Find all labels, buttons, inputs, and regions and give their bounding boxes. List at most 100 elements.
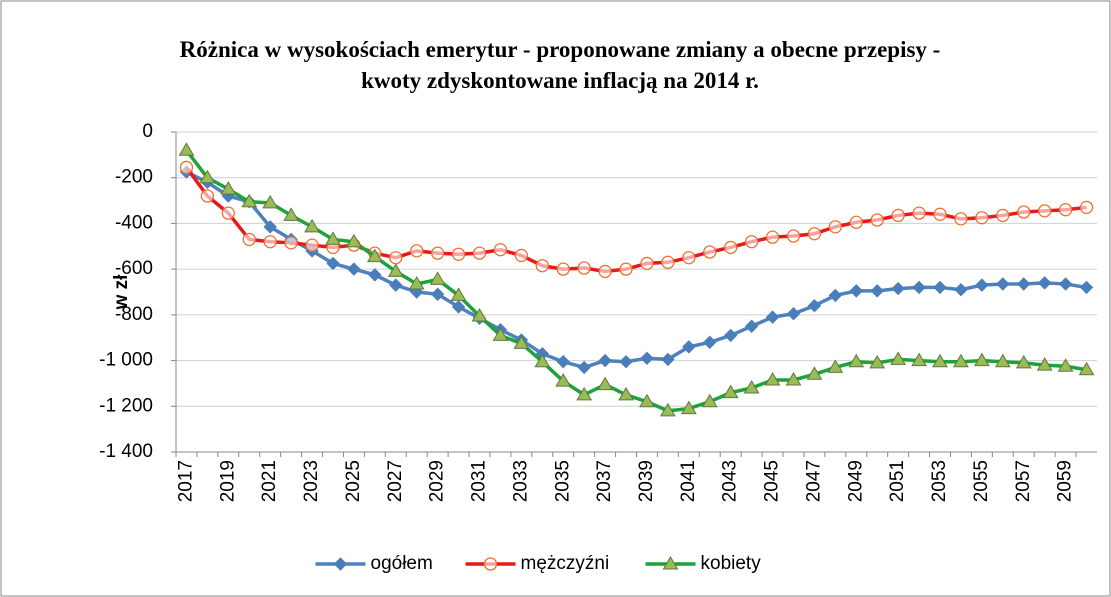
- point-marker: [178, 142, 195, 156]
- point-marker: [366, 248, 383, 263]
- point-marker: [912, 206, 926, 220]
- point-marker: [660, 402, 676, 417]
- point-marker: [890, 351, 907, 365]
- point-marker: [807, 227, 822, 241]
- point-marker: [326, 256, 340, 271]
- point-marker: [975, 278, 989, 292]
- legend-marker: [333, 557, 348, 571]
- legend-label: kobiety: [701, 553, 762, 574]
- point-marker: [492, 327, 509, 341]
- x-tick-label: 2027: [385, 460, 406, 502]
- point-marker: [618, 386, 634, 401]
- point-marker: [283, 207, 299, 221]
- point-marker: [994, 353, 1011, 368]
- x-tick-label: 2025: [343, 460, 364, 502]
- x-tick-label: 2035: [552, 460, 573, 502]
- point-marker: [1017, 205, 1031, 219]
- point-marker: [325, 231, 341, 245]
- point-marker: [639, 393, 655, 408]
- point-marker: [723, 328, 738, 343]
- point-marker: [640, 256, 654, 271]
- point-marker: [1036, 357, 1053, 371]
- x-tick-label: 2021: [259, 460, 280, 502]
- point-marker: [975, 211, 989, 225]
- point-marker: [827, 359, 844, 373]
- point-marker: [849, 284, 863, 298]
- point-marker: [869, 354, 886, 369]
- point-marker: [806, 366, 823, 380]
- y-tick-label: -1 000: [99, 350, 153, 371]
- point-marker: [680, 400, 697, 415]
- point-marker: [598, 353, 612, 368]
- point-marker: [346, 233, 362, 248]
- x-tick-label: 2019: [217, 460, 238, 502]
- point-marker: [785, 372, 802, 386]
- point-marker: [577, 261, 591, 275]
- point-marker: [1078, 361, 1095, 376]
- point-marker: [242, 232, 256, 247]
- point-marker: [555, 373, 572, 387]
- point-marker: [953, 353, 969, 368]
- point-marker: [724, 240, 738, 255]
- point-marker: [389, 251, 403, 265]
- chart-title: Różnica w wysokościach emerytur - propon…: [179, 37, 941, 93]
- point-marker: [744, 235, 759, 249]
- point-marker: [263, 235, 277, 249]
- point-marker: [451, 300, 466, 314]
- point-marker: [429, 271, 446, 285]
- point-marker: [577, 360, 591, 375]
- x-tick-label: 2029: [427, 460, 448, 502]
- legend-marker: [483, 557, 498, 571]
- point-marker: [619, 262, 633, 276]
- point-marker: [514, 248, 529, 263]
- point-marker: [598, 264, 612, 279]
- point-marker: [1038, 204, 1052, 218]
- point-marker: [450, 287, 467, 301]
- point-marker: [932, 353, 948, 368]
- x-tick-label: 2059: [1055, 460, 1076, 502]
- x-tick-label: 2039: [636, 460, 657, 502]
- point-marker: [1058, 277, 1073, 291]
- legend-marker: [662, 556, 679, 570]
- point-marker: [703, 335, 717, 349]
- y-tick-label: -800: [115, 304, 153, 325]
- x-tick-label: 2049: [845, 460, 866, 502]
- x-tick-label: 2053: [929, 460, 950, 502]
- point-marker: [597, 376, 613, 391]
- point-marker: [556, 355, 570, 369]
- point-marker: [471, 308, 488, 322]
- point-marker: [661, 352, 675, 367]
- point-marker: [765, 310, 780, 324]
- point-marker: [870, 213, 884, 227]
- y-tick-label: 0: [142, 121, 153, 142]
- point-marker: [1057, 358, 1074, 372]
- y-tick-label: -400: [115, 212, 153, 233]
- point-marker: [368, 268, 382, 282]
- point-marker: [241, 193, 258, 208]
- point-marker: [996, 277, 1010, 291]
- point-marker: [891, 281, 905, 296]
- x-tick-label: 2045: [762, 460, 783, 502]
- point-marker: [410, 244, 424, 258]
- y-tick-label: -200: [115, 167, 153, 188]
- point-marker: [974, 352, 990, 367]
- y-axis-title: w zł: [111, 274, 132, 311]
- y-tick-label: -1 400: [99, 441, 153, 462]
- point-marker: [451, 247, 466, 261]
- point-marker: [221, 206, 235, 220]
- point-marker: [933, 207, 947, 221]
- point-marker: [640, 351, 654, 365]
- point-marker: [786, 307, 801, 321]
- point-marker: [576, 386, 593, 401]
- point-marker: [933, 280, 947, 295]
- y-tick-label: -1 200: [99, 395, 153, 416]
- x-tick-label: 2017: [175, 460, 196, 502]
- point-marker: [1017, 277, 1031, 291]
- point-marker: [304, 218, 320, 233]
- x-tick-label: 2051: [887, 460, 908, 502]
- point-marker: [848, 353, 865, 368]
- point-marker: [513, 335, 530, 349]
- point-marker: [200, 189, 215, 203]
- point-marker: [744, 319, 759, 333]
